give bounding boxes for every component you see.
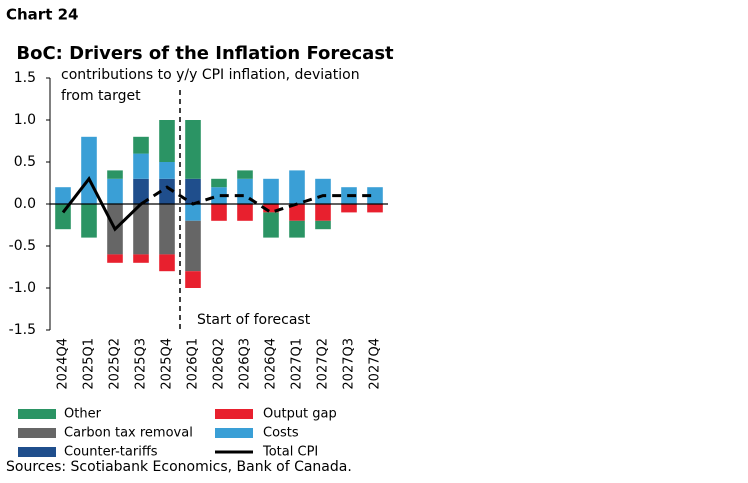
bar [315,178,331,204]
bar [107,254,123,263]
bar [185,220,201,272]
bar [185,178,201,204]
bar [263,212,279,238]
x-tick-label: 2027Q1 [290,338,305,390]
legend-swatch [215,409,253,419]
x-tick-label: 2024Q4 [56,338,71,390]
bar [315,204,331,221]
legend-swatch [18,447,56,457]
y-tick-label: 0.0 [14,196,36,212]
subtitle: contributions to y/y CPI inflation, devi… [61,67,360,83]
bar [263,178,279,204]
chart-label: Chart 24 [6,6,78,24]
bar [159,162,175,179]
y-tick-label: -1.0 [9,280,36,296]
bar [107,170,123,179]
bar [341,204,357,213]
legend-swatch [18,428,56,438]
source: Sources: Scotiabank Economics, Bank of C… [6,459,352,475]
bar [185,120,201,179]
y-tick-label: 1.0 [14,112,36,128]
x-tick-label: 2025Q2 [108,338,123,390]
legend-swatch [215,428,253,438]
legend-label: Output gap [263,407,337,422]
line [61,176,143,232]
bar [211,178,227,188]
x-tick-label: 2025Q3 [134,338,149,390]
legend-label: Carbon tax removal [64,426,193,441]
bar [289,204,305,221]
bar [159,254,175,272]
bar [367,204,383,213]
x-tick-label: 2026Q4 [264,338,279,390]
legend-label: Total CPI [262,445,318,460]
bar [237,204,253,221]
bar [263,204,279,213]
bar [133,136,149,154]
x-tick-label: 2027Q4 [368,338,383,390]
bar [81,204,97,238]
bar [237,170,253,179]
bar [159,120,175,162]
bar [55,187,71,204]
legend-label: Costs [263,426,299,441]
annotation: Start of forecast [197,312,311,328]
bar [211,204,227,221]
subtitle: from target [61,88,141,104]
x-tick-label: 2026Q2 [212,338,227,390]
bar [289,220,305,238]
bar [107,178,123,204]
x-tick-label: 2026Q1 [186,338,201,390]
x-tick-label: 2025Q1 [82,338,97,390]
x-tick-label: 2027Q3 [342,338,357,390]
bar [81,136,97,204]
y-tick-label: -1.5 [9,322,36,338]
y-tick-label: 0.5 [14,154,36,170]
y-tick-label: -0.5 [9,238,36,254]
bar [289,170,305,204]
bar [211,187,227,204]
bar [237,178,253,204]
bar [315,220,331,230]
bar [133,204,149,255]
bar [159,178,175,204]
bar [133,254,149,263]
bar [133,153,149,179]
y-tick-label: 1.5 [14,70,36,86]
chart-title: BoC: Drivers of the Inflation Forecast [16,43,394,64]
legend-label: Counter-tariffs [64,445,158,460]
legend-label: Other [64,407,102,422]
x-tick-label: 2025Q4 [160,338,175,390]
bar [367,187,383,204]
bar [185,271,201,288]
x-tick-label: 2026Q3 [238,338,253,390]
x-tick-label: 2027Q2 [316,338,331,390]
legend-swatch [18,409,56,419]
bar [159,204,175,255]
bar [185,204,201,221]
line [140,185,375,215]
bar [55,204,71,230]
bar [133,178,149,204]
